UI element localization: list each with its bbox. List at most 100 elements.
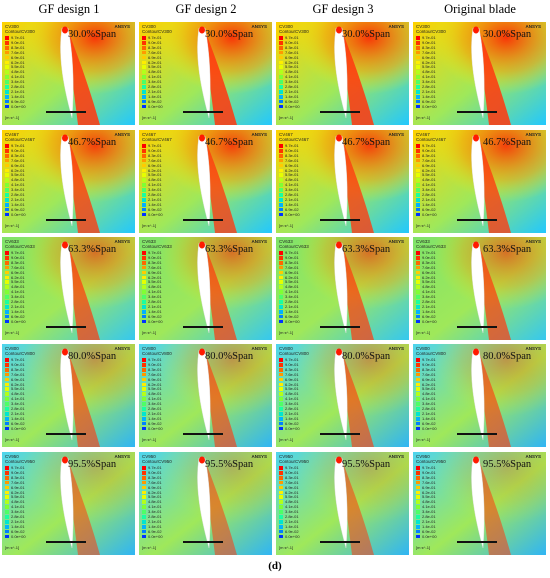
legend-swatch — [416, 197, 420, 202]
legend-swatch — [279, 70, 283, 75]
legend-tick-label: 8.3e-01 — [11, 366, 25, 372]
legend-swatch — [416, 202, 420, 207]
legend-tick-label: 5.5e-01 — [11, 279, 25, 285]
contour-variable-name: CV633 ContourCV633 — [142, 239, 172, 249]
legend-tick-label: 2.8e-01 — [285, 192, 299, 197]
legend-tick-label: 6.9e-02 — [11, 98, 25, 104]
legend-tick-label: 4.8e-01 — [285, 69, 299, 75]
legend-tick-label: 0.0e+00 — [11, 425, 26, 431]
scale-bar — [183, 111, 223, 113]
legend-tick-label: 7.6e-01 — [148, 371, 162, 377]
legend-swatch — [416, 70, 420, 75]
contour-field-image — [276, 22, 409, 125]
legend-tick-label: 6.9e-01 — [422, 376, 436, 382]
legend-swatch — [142, 148, 146, 153]
legend-swatch — [5, 367, 9, 372]
legend-tick-label: 2.8e-01 — [148, 514, 162, 519]
legend-tick-label: 8.3e-01 — [285, 259, 299, 265]
contour-variable-name: CV800 ContourCV800 — [416, 346, 446, 356]
span-label: 80.0%Span — [483, 351, 532, 362]
legend-swatch — [142, 392, 146, 397]
contour-variable-name: CV800 ContourCV800 — [5, 346, 35, 356]
legend-swatch — [416, 534, 420, 539]
legend-tick-label: 3.4e-01 — [148, 294, 162, 300]
legend-swatch — [5, 158, 9, 163]
legend-swatch — [279, 193, 283, 197]
legend-swatch — [279, 362, 283, 367]
legend-tick-label: 5.5e-01 — [11, 172, 25, 178]
legend-tick-label: 9.7e-01 — [148, 465, 162, 470]
legend-swatch — [279, 475, 283, 480]
legend-swatch — [142, 466, 146, 470]
legend-swatch — [142, 485, 146, 490]
legend-swatch — [142, 40, 146, 45]
column-title-4: Original blade — [444, 2, 516, 16]
legend-tick-label: 4.1e-01 — [422, 182, 436, 188]
legend-swatch — [416, 382, 420, 387]
legend-tick-label: 7.6e-01 — [11, 157, 25, 163]
legend-swatch — [142, 70, 146, 75]
legend-swatch — [5, 358, 9, 362]
legend-tick-label: 9.7e-01 — [148, 357, 162, 362]
legend-tick-label: 5.5e-01 — [285, 386, 299, 392]
legend-tick-label: 0.0e+00 — [148, 533, 163, 539]
legend-swatch — [279, 377, 283, 382]
span-label: 46.7%Span — [342, 137, 391, 148]
legend-swatch — [142, 251, 146, 255]
legend-tick-label: 8.3e-01 — [422, 259, 436, 265]
legend-tick-label: 0.0e+00 — [422, 318, 437, 324]
legend-tick-label: 8.3e-01 — [422, 44, 436, 50]
legend-swatch — [142, 510, 146, 514]
legend-tick-label: 4.8e-01 — [422, 499, 436, 505]
legend-tick-label: 1.4e-01 — [148, 523, 162, 529]
legend-swatch — [5, 470, 9, 475]
legend-tick-label: 9.7e-01 — [422, 143, 436, 148]
legend-tick-label: 5.5e-01 — [422, 494, 436, 500]
legend-tick-label: 7.6e-01 — [148, 49, 162, 55]
ansys-logo: ANSYS — [388, 346, 404, 351]
legend-swatch — [416, 275, 420, 280]
legend-tick-label: 1.4e-01 — [11, 415, 25, 421]
legend-swatch — [5, 534, 9, 539]
legend-swatch — [142, 290, 146, 294]
legend-tick-label: 9.7e-01 — [11, 250, 25, 255]
legend-tick-label: 4.8e-01 — [148, 499, 162, 505]
legend-swatch — [279, 295, 283, 299]
legend-tick-label: 6.9e-01 — [285, 162, 299, 168]
legend-swatch — [416, 50, 420, 55]
legend-tick-label: 7.6e-01 — [422, 479, 436, 485]
legend-unit: [m s^-1] — [142, 330, 157, 335]
contour-field-image — [276, 344, 409, 447]
legend-swatch — [142, 65, 146, 70]
span-label: 63.3%Span — [342, 244, 391, 255]
contour-variable-name: CV633 ContourCV633 — [279, 239, 309, 249]
legend-swatch — [5, 148, 9, 153]
legend-swatch — [5, 50, 9, 55]
legend-swatch — [142, 270, 146, 275]
legend-tick-label: 6.9e-02 — [11, 420, 25, 426]
legend-swatch — [279, 40, 283, 45]
span-label: 95.5%Span — [68, 459, 117, 470]
legend-tick-label: 4.1e-01 — [422, 74, 436, 80]
legend-swatch — [279, 94, 283, 99]
legend-swatch — [279, 280, 283, 285]
legend-swatch — [416, 212, 420, 217]
legend-swatch — [5, 197, 9, 202]
legend-tick-label: 4.8e-01 — [11, 499, 25, 505]
legend-tick-label: 6.2e-01 — [148, 381, 162, 387]
legend-tick-label: 8.3e-01 — [285, 44, 299, 50]
ansys-logo: ANSYS — [251, 24, 267, 29]
legend-tick-label: 6.2e-01 — [422, 274, 436, 280]
legend-swatch — [416, 505, 420, 509]
legend-swatch — [416, 515, 420, 519]
legend-unit: [m s^-1] — [416, 330, 431, 335]
scale-bar — [320, 433, 360, 435]
legend-swatch — [5, 85, 9, 89]
contour-variable-name: CV633 ContourCV633 — [416, 239, 446, 249]
legend-tick-label: 4.1e-01 — [11, 74, 25, 80]
ansys-logo: ANSYS — [388, 454, 404, 459]
legend-swatch — [416, 94, 420, 99]
legend-swatch — [279, 382, 283, 387]
legend-swatch — [142, 275, 146, 280]
legend-tick-label: 0.0e+00 — [148, 425, 163, 431]
